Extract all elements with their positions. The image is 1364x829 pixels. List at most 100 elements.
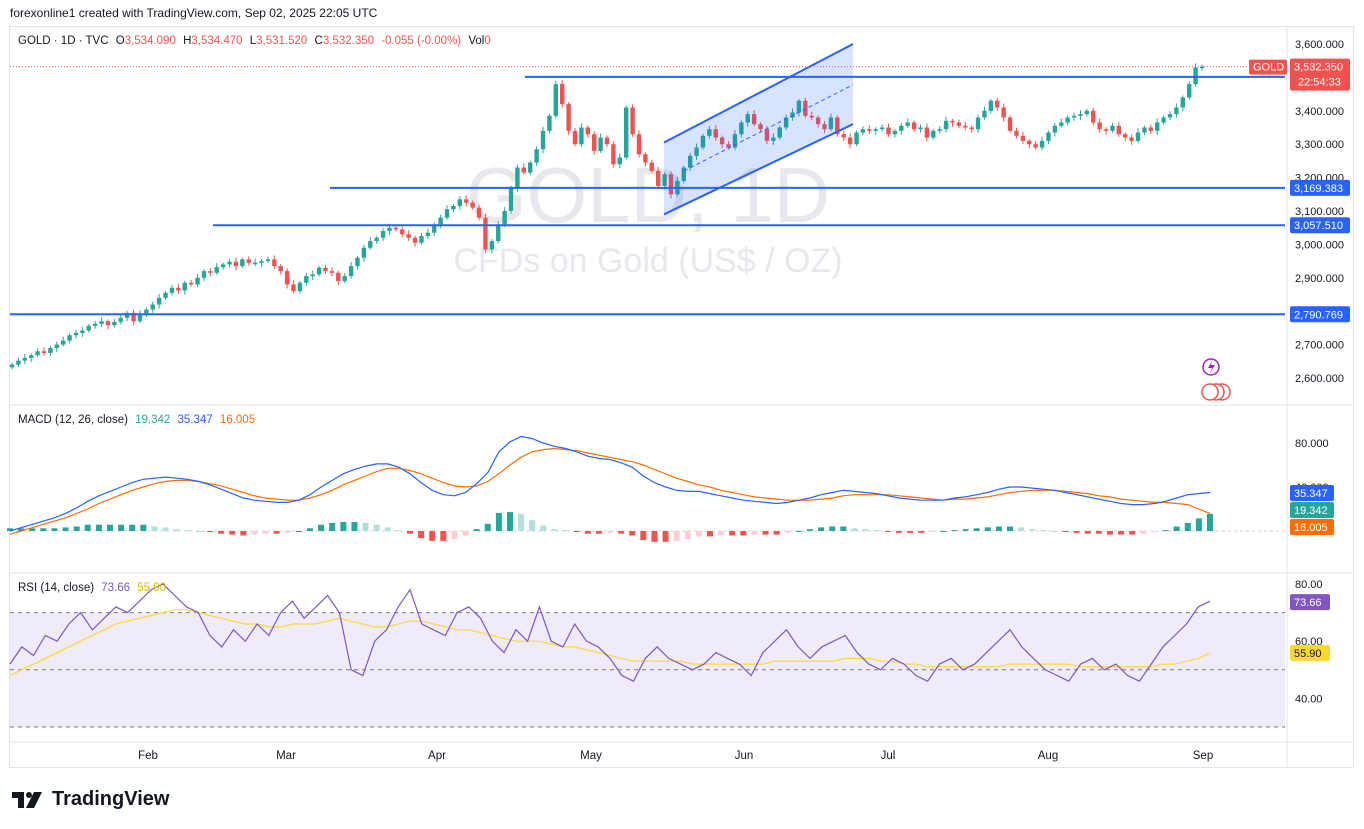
macd-histogram-bar bbox=[1040, 530, 1047, 532]
candle-body bbox=[278, 266, 283, 272]
candle-body bbox=[924, 127, 930, 138]
candle-body bbox=[41, 351, 47, 353]
macd-histogram-bar bbox=[1151, 531, 1158, 532]
candle-body bbox=[1123, 134, 1128, 138]
macd-label[interactable]: MACD (12, 26, close) bbox=[18, 414, 128, 426]
macd-histogram-bar bbox=[418, 531, 425, 539]
close-label: C bbox=[314, 35, 323, 47]
macd-histogram-bar bbox=[295, 531, 302, 532]
candle-body bbox=[1007, 117, 1013, 131]
macd-histogram-bar bbox=[507, 512, 513, 531]
low-value: 3,531.520 bbox=[256, 35, 308, 47]
candle-body bbox=[969, 127, 974, 130]
candle-body bbox=[265, 259, 271, 262]
macd-histogram-bar bbox=[1184, 522, 1191, 531]
rsi-ma-value-tag bbox=[1290, 644, 1330, 661]
candle-body bbox=[579, 127, 584, 145]
macd-histogram-bar bbox=[373, 524, 380, 531]
macd-value-tag-label: 19.342 bbox=[1294, 505, 1328, 517]
macd-histogram-bar bbox=[495, 513, 502, 531]
macd-histogram-bar bbox=[1051, 531, 1058, 532]
candle-body bbox=[9, 364, 15, 368]
candle-body bbox=[860, 129, 866, 133]
candle-body bbox=[1014, 130, 1019, 136]
candle-body bbox=[112, 321, 117, 326]
rsi-ma-value-tag-label: 55.90 bbox=[1294, 648, 1322, 660]
macd-histogram-bar bbox=[329, 522, 336, 531]
candle-body bbox=[822, 124, 827, 130]
candle-body bbox=[764, 129, 770, 141]
symbol-label[interactable]: GOLD · 1D · TVC bbox=[18, 35, 109, 47]
macd-histogram-bar bbox=[762, 531, 769, 535]
candle-body bbox=[214, 267, 219, 273]
close-value: 3,532.350 bbox=[322, 35, 375, 47]
macd-histogram-bar bbox=[462, 531, 469, 536]
candle-body bbox=[432, 224, 437, 233]
macd-signal-value: 16.005 bbox=[219, 414, 256, 426]
macd-histogram-bar bbox=[484, 523, 491, 531]
symbol-tag bbox=[1249, 59, 1287, 75]
macd-histogram-bar bbox=[307, 528, 313, 531]
macd-histogram-bar bbox=[18, 528, 25, 531]
rsi-line bbox=[9, 583, 1211, 682]
macd-histogram-bar bbox=[673, 531, 680, 541]
macd-histogram-bar bbox=[207, 531, 213, 532]
macd-histogram-bar bbox=[218, 531, 225, 534]
macd-histogram-bar bbox=[529, 520, 536, 531]
x-tick-label: Feb bbox=[138, 750, 158, 762]
macd-histogram-bar bbox=[607, 531, 613, 533]
rsi-band bbox=[10, 612, 1285, 727]
candle-body bbox=[284, 271, 290, 285]
candle-body bbox=[931, 130, 936, 138]
tradingview-footer[interactable]: TradingView bbox=[12, 788, 169, 811]
candle-body bbox=[227, 261, 232, 265]
candle-body bbox=[988, 100, 994, 111]
open-label: O bbox=[115, 35, 125, 47]
rsi-tick-label: 80.00 bbox=[1295, 579, 1323, 591]
candle-body bbox=[195, 277, 200, 285]
candle-body bbox=[176, 287, 181, 291]
last-price-label: 3,532.350 bbox=[1294, 62, 1343, 74]
candle-body bbox=[841, 134, 846, 138]
candle-body bbox=[566, 104, 571, 131]
macd-histogram-bar bbox=[807, 529, 813, 531]
rsi-label[interactable]: RSI (14, close) bbox=[18, 582, 95, 594]
candle-body bbox=[22, 357, 27, 361]
macd-value-tag bbox=[1290, 485, 1334, 501]
macd-histogram-bar bbox=[751, 531, 758, 535]
candle-body bbox=[169, 287, 175, 293]
candle-body bbox=[809, 115, 814, 118]
channel-fill bbox=[664, 44, 853, 215]
macd-histogram-bar bbox=[73, 526, 80, 531]
candle-body bbox=[854, 132, 859, 145]
macd-histogram-bar bbox=[562, 530, 569, 532]
price-tick-label: 3,600.000 bbox=[1295, 39, 1344, 51]
candle-body bbox=[137, 314, 143, 322]
macd-histogram-bar bbox=[40, 528, 47, 531]
candle-body bbox=[726, 144, 731, 148]
candle-body bbox=[35, 351, 40, 356]
macd-histogram-bar bbox=[829, 526, 836, 531]
candle-body bbox=[803, 100, 808, 116]
candle-body bbox=[182, 282, 187, 291]
macd-histogram-bar bbox=[962, 529, 969, 531]
candle-body bbox=[1199, 66, 1205, 69]
macd-histogram-bar bbox=[151, 526, 158, 531]
level-price-label: 2,790.769 bbox=[1294, 309, 1343, 321]
candle-body bbox=[719, 137, 725, 145]
candle-body bbox=[662, 174, 667, 186]
candle-body bbox=[963, 125, 968, 128]
macd-histogram-bar bbox=[795, 531, 802, 532]
candle-body bbox=[847, 137, 853, 145]
macd-histogram-bar bbox=[940, 531, 947, 532]
macd-histogram-bar bbox=[262, 531, 269, 534]
macd-histogram-bar bbox=[707, 531, 713, 537]
candle-body bbox=[630, 107, 635, 135]
macd-tick-label: 80.000 bbox=[1295, 438, 1329, 450]
candle-body bbox=[1065, 117, 1070, 123]
chart-frame bbox=[9, 26, 1354, 768]
candle-body bbox=[892, 130, 898, 135]
candle-body bbox=[534, 149, 539, 163]
candle-body bbox=[483, 217, 488, 250]
